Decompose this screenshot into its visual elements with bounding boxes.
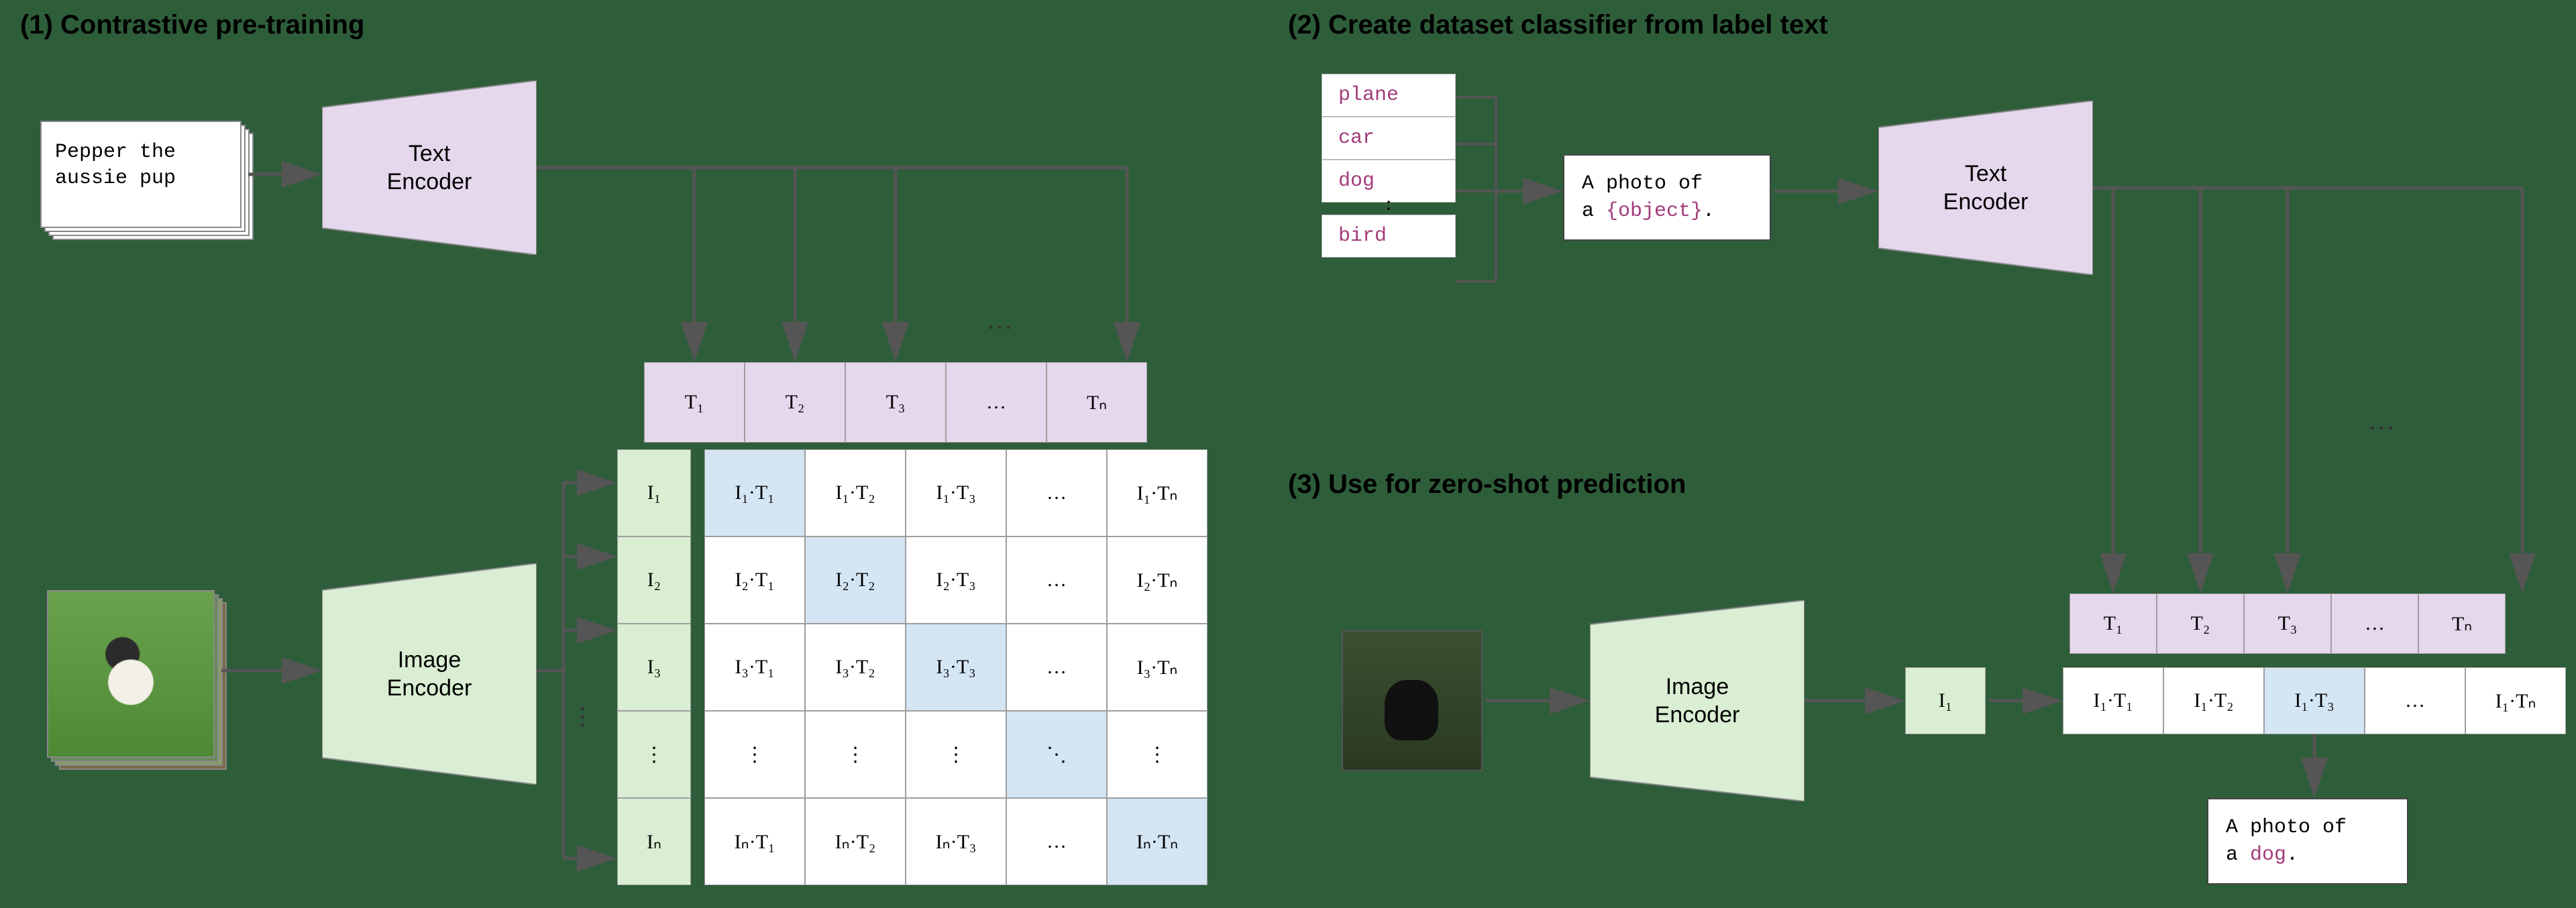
svg-text:⋮: ⋮ bbox=[570, 703, 594, 730]
ellipsis: ⋮ bbox=[1322, 203, 1456, 215]
i1-cell: I₁ bbox=[1905, 667, 1986, 734]
label-item: plane bbox=[1322, 74, 1456, 117]
t-header-row: T₁ T₂ T₃ … Tₙ bbox=[644, 362, 1147, 443]
query-image bbox=[1342, 630, 1483, 771]
svg-text:…: … bbox=[986, 304, 1013, 335]
i-head: I₂ bbox=[617, 536, 691, 624]
result-box: A photo of a dog. bbox=[2207, 798, 2408, 885]
sim-cell: I₃·T₁ bbox=[704, 624, 805, 711]
i-head: Iₙ bbox=[617, 798, 691, 885]
t-head: … bbox=[946, 362, 1046, 443]
t-head: T₃ bbox=[845, 362, 946, 443]
sim-cell: Iₙ·Tₙ bbox=[1107, 798, 1208, 885]
caption-stack: Pepper the aussie pup bbox=[40, 121, 241, 228]
svg-text:…: … bbox=[2368, 405, 2395, 435]
label-item: car bbox=[1322, 117, 1456, 160]
sim-cell: ⋱ bbox=[1006, 711, 1107, 798]
sim-cell: Iₙ·T₁ bbox=[704, 798, 805, 885]
caption-text: Pepper the aussie pup bbox=[40, 121, 241, 228]
t-row-p3: T₁ T₂ T₃ … Tₙ bbox=[2070, 593, 2506, 654]
image-encoder-1: Image Encoder bbox=[322, 563, 537, 785]
sim-cell: I₂·T₃ bbox=[906, 536, 1006, 624]
t-head: Tₙ bbox=[1046, 362, 1147, 443]
sim-cell: I₃·T₂ bbox=[805, 624, 906, 711]
label-item: dog bbox=[1322, 160, 1456, 203]
sim-cell: I₁·T₁ bbox=[704, 449, 805, 536]
sim-cell: … bbox=[1006, 536, 1107, 624]
i-head: I₃ bbox=[617, 624, 691, 711]
panel1-title: (1) Contrastive pre-training bbox=[20, 10, 364, 40]
sim-cell: I₃·T₃ bbox=[906, 624, 1006, 711]
image-encoder-2: Image Encoder bbox=[1590, 600, 1805, 801]
i-head: I₁ bbox=[617, 449, 691, 536]
text-encoder-1: Text Encoder bbox=[322, 80, 537, 255]
sim-cell: Iₙ·T₃ bbox=[906, 798, 1006, 885]
sim-cell: I₁·T₃ bbox=[906, 449, 1006, 536]
i-head: ⋮ bbox=[617, 711, 691, 798]
sim-cell: I₃·Tₙ bbox=[1107, 624, 1208, 711]
sim-cell: ⋮ bbox=[906, 711, 1006, 798]
sim-cell: ⋮ bbox=[1107, 711, 1208, 798]
t-head: T₂ bbox=[745, 362, 845, 443]
sim-cell: I₂·Tₙ bbox=[1107, 536, 1208, 624]
sim-cell: … bbox=[1006, 798, 1107, 885]
panel3-title: (3) Use for zero-shot prediction bbox=[1288, 469, 1686, 500]
similarity-matrix: I₁·T₁I₁·T₂I₁·T₃…I₁·TₙI₂·T₁I₂·T₂I₂·T₃…I₂·… bbox=[704, 449, 1208, 885]
sim-cell: … bbox=[1006, 449, 1107, 536]
prompt-template: A photo of a {object}. bbox=[1563, 154, 1771, 241]
sim-cell: … bbox=[1006, 624, 1107, 711]
sim-cell: I₂·T₂ bbox=[805, 536, 906, 624]
sim-cell: I₁·T₂ bbox=[805, 449, 906, 536]
text-encoder-2: Text Encoder bbox=[1878, 101, 2093, 275]
dot-row-p3: I₁·T₁ I₁·T₂ I₁·T₃ … I₁·Tₙ bbox=[2063, 667, 2566, 734]
label-list: plane car dog ⋮ bird bbox=[1322, 74, 1456, 258]
sim-cell: ⋮ bbox=[704, 711, 805, 798]
sim-cell: ⋮ bbox=[805, 711, 906, 798]
sim-cell: I₂·T₁ bbox=[704, 536, 805, 624]
label-item: bird bbox=[1322, 215, 1456, 258]
i-header-col: I₁ I₂ I₃ ⋮ Iₙ bbox=[617, 449, 691, 885]
sim-cell: I₁·Tₙ bbox=[1107, 449, 1208, 536]
t-head: T₁ bbox=[644, 362, 745, 443]
panel2-title: (2) Create dataset classifier from label… bbox=[1288, 10, 1828, 40]
sim-cell: Iₙ·T₂ bbox=[805, 798, 906, 885]
image-stack bbox=[47, 590, 215, 758]
